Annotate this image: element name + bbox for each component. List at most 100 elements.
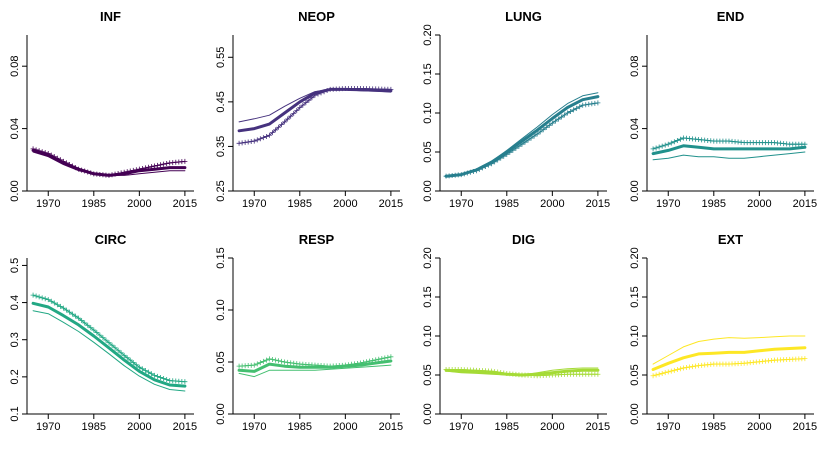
panel-neop: NEOP 0.25 0.35 0.45 0.55 1970 1985 2000 2015 [215,9,403,210]
y-tick-label: 0.05 [422,364,434,385]
cross-marker [498,370,504,376]
cross-marker [33,293,39,299]
y-tick-label: 0.05 [422,141,434,162]
cross-marker [291,110,297,116]
cross-marker [45,297,51,303]
cross-marker [260,358,266,364]
y-tick-label: 0.20 [422,247,434,268]
cross-marker [70,311,76,317]
cross-marker [94,330,100,336]
cross-marker [586,101,592,107]
cross-marker [257,136,263,142]
panel-title: END [717,9,744,24]
cross-marker [82,320,88,326]
cross-marker [367,358,373,364]
series-line-thin [32,151,186,176]
cross-marker [373,357,379,363]
cross-marker [155,373,161,379]
cross-marker [82,168,88,174]
cross-marker [39,149,45,155]
x-tick-label: 1970 [36,198,60,210]
cross-marker [124,355,130,361]
cross-marker [257,360,263,366]
x-tick-label: 2015 [793,198,817,210]
cross-marker [158,162,164,168]
y-tick-label: 0.00 [629,403,641,424]
cross-marker [385,354,391,360]
cross-marker [60,158,66,164]
panel-dig: DIG 0.00 0.05 0.10 0.15 0.20 1970 1985 2000 2015 [422,232,610,433]
series-line-cross [32,294,186,383]
cross-marker [97,332,103,338]
y-tick-label: 0.55 [215,47,227,68]
y-tick-label: 0.15 [422,63,434,84]
panel-circ: CIRC 0.1 0.2 0.3 0.4 0.5 1970 1985 2000 2015 [9,232,197,433]
cross-marker [30,292,36,298]
cross-marker [653,372,659,378]
cross-marker [540,127,546,133]
cross-marker [63,307,69,313]
cross-marker [145,369,151,375]
cross-marker [33,147,39,153]
y-tick-label: 0.4 [9,295,21,310]
y-tick-label: 0.45 [215,91,227,112]
y-tick-label: 0.05 [629,364,641,385]
cross-marker [680,365,686,371]
cross-marker [139,166,145,172]
x-tick-label: 2000 [127,198,151,210]
x-tick-label: 2000 [747,421,771,433]
cross-marker [510,147,516,153]
cross-marker [73,313,79,319]
cross-marker [57,157,63,163]
cross-marker [39,295,45,301]
x-tick-label: 1985 [288,198,312,210]
cross-marker [276,124,282,130]
cross-marker [148,371,154,377]
cross-marker [294,361,300,367]
panel-end: END 0.00 0.04 0.08 1970 1985 2000 2015 [629,9,817,210]
x-tick-label: 1985 [495,421,519,433]
panel-title: RESP [299,232,335,247]
cross-marker [297,105,303,111]
cross-marker [653,145,659,151]
cross-marker [145,164,151,170]
cross-marker [565,110,571,116]
x-tick-label: 1985 [495,198,519,210]
cross-marker [558,114,564,120]
cross-marker [263,133,269,139]
cross-marker [269,357,275,363]
cross-marker [693,363,699,369]
y-tick-label: 0.00 [9,180,21,201]
cross-marker [127,357,133,363]
cross-marker [561,112,567,118]
cross-marker [376,356,382,362]
cross-marker [683,365,689,371]
x-tick-label: 1970 [242,421,266,433]
cross-marker [164,161,170,167]
cross-marker [106,340,112,346]
cross-marker [279,122,285,128]
y-tick-label: 0.15 [215,247,227,268]
y-tick-label: 0.3 [9,332,21,347]
x-tick-label: 1970 [656,421,680,433]
cross-marker [182,379,188,385]
cross-marker [674,367,680,373]
cross-marker [36,148,42,154]
panel-title: CIRC [95,232,127,247]
cross-marker [142,367,148,373]
x-tick-label: 2000 [540,198,564,210]
x-tick-label: 2015 [379,421,403,433]
cross-marker [555,116,561,122]
x-tick-label: 2000 [540,421,564,433]
cross-marker [504,151,510,157]
cross-marker [109,172,115,178]
cross-marker [571,107,577,113]
panel-ext: EXT 0.00 0.05 0.10 0.15 0.20 1970 1985 2000 2015 [629,232,817,433]
y-tick-label: 0.10 [629,325,641,346]
cross-marker [534,131,540,137]
cross-marker [388,354,394,360]
cross-marker [136,166,142,172]
cross-marker [133,362,139,368]
cross-marker [552,118,558,124]
